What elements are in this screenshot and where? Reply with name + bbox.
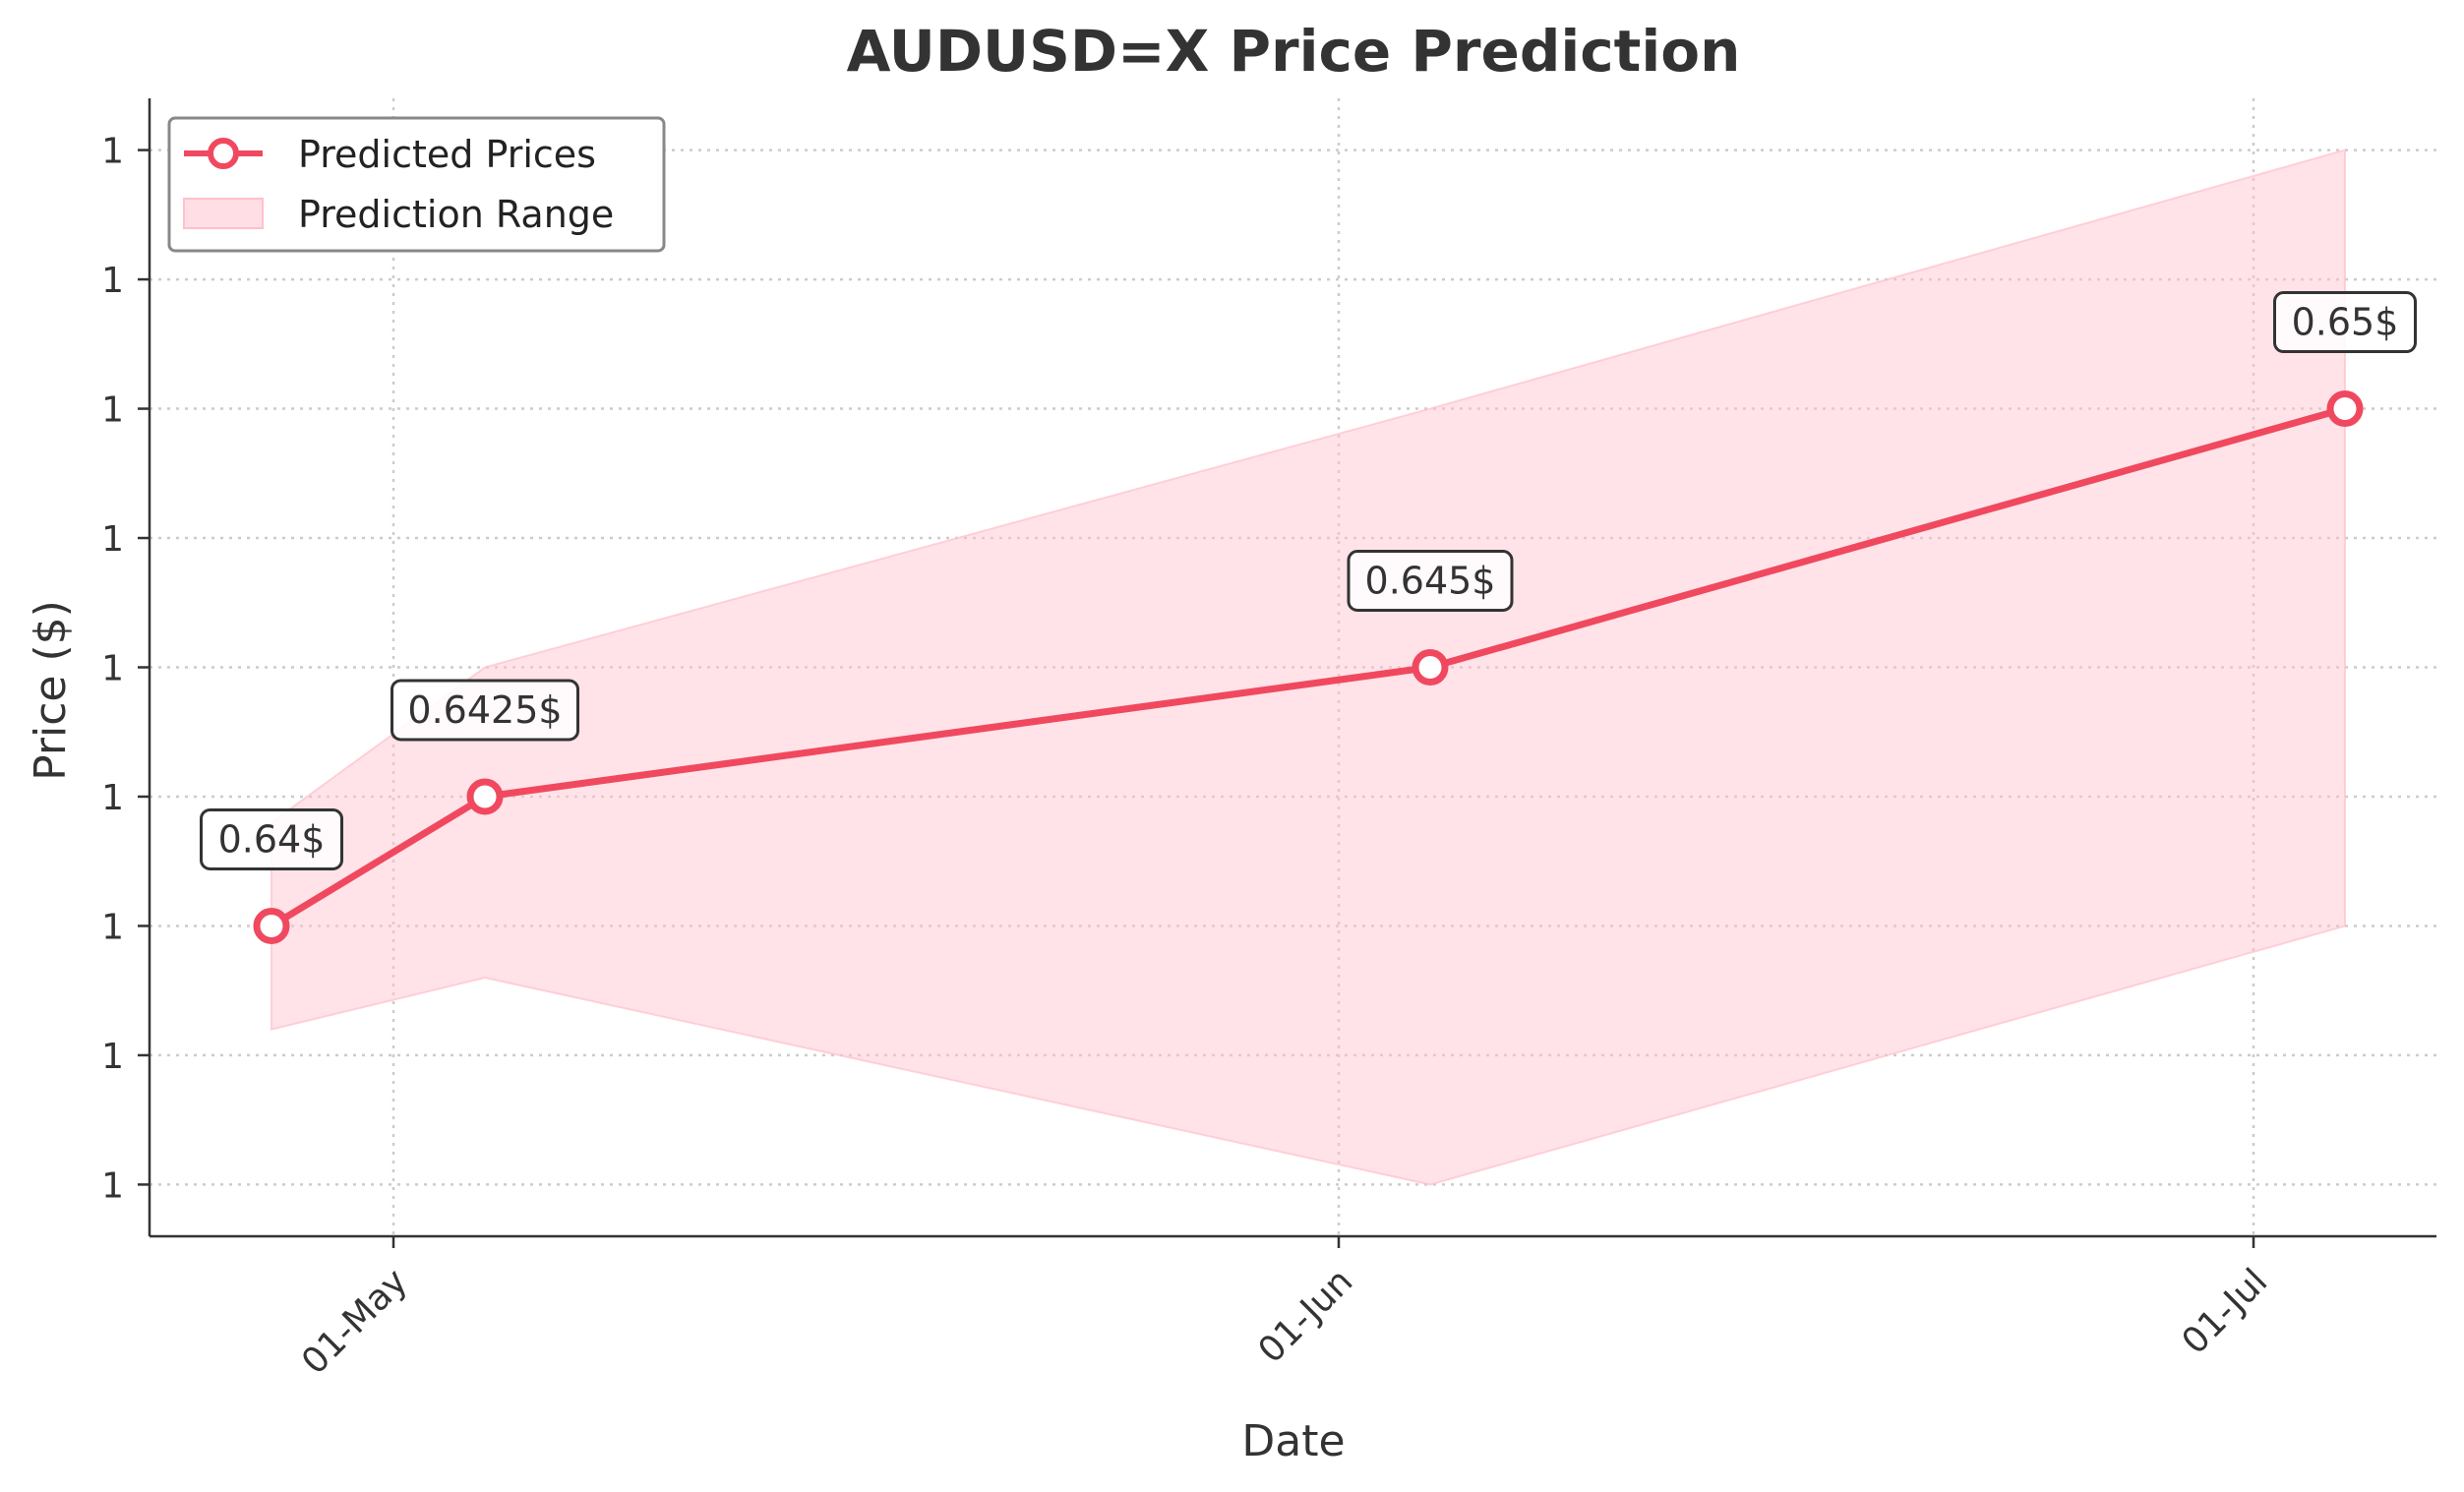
y-tick-label: 1 xyxy=(101,778,124,818)
y-tick-label: 1 xyxy=(101,132,124,172)
predicted-prices-layer xyxy=(253,390,2364,944)
predicted-price-point xyxy=(1412,649,1449,686)
y-axis-label: Price ($) xyxy=(26,600,76,781)
legend-label-prediction-range: Prediction Range xyxy=(298,193,614,236)
y-tick-label: 1 xyxy=(101,649,124,689)
x-tick-label: 01-May xyxy=(294,1261,415,1382)
chart-legend: Predicted Prices Prediction Range xyxy=(167,116,666,253)
price-annotation-label: 0.645$ xyxy=(1365,560,1496,603)
price-annotation-label: 0.65$ xyxy=(2292,301,2399,344)
legend-marker-swatch xyxy=(208,138,239,169)
predicted-prices-line xyxy=(268,405,2349,929)
annotation-layer: 0.64$ 0.6425$ 0.645$ 0.65$ xyxy=(200,291,2417,870)
predicted-price-point xyxy=(2326,390,2364,428)
price-annotation-box xyxy=(1347,550,1514,612)
x-axis-label: Date xyxy=(1241,1416,1345,1466)
prediction-range-area xyxy=(270,149,2346,1186)
price-annotation-label: 0.6425$ xyxy=(407,688,562,732)
x-tick-label: 01-Jul xyxy=(2175,1261,2276,1362)
y-tick-label: 1 xyxy=(101,1037,124,1077)
price-annotation-box xyxy=(2273,291,2417,354)
y-tick-label: 1 xyxy=(101,261,124,301)
prediction-range-layer xyxy=(270,149,2346,1186)
x-tick-label: 01-Jun xyxy=(1251,1261,1361,1371)
price-annotation-box xyxy=(200,807,343,870)
legend-frame xyxy=(167,116,666,253)
grid-layer xyxy=(150,98,2436,1236)
predicted-price-point xyxy=(466,778,504,815)
legend-label-predicted-prices: Predicted Prices xyxy=(298,133,596,176)
chart-title: AUDUSD=X Price Prediction xyxy=(847,18,1741,85)
predicted-price-point xyxy=(253,907,290,944)
legend-area-swatch xyxy=(183,198,264,229)
price-annotation-label: 0.64$ xyxy=(218,817,326,861)
y-tick-label: 1 xyxy=(101,519,124,560)
y-tick-label: 1 xyxy=(101,907,124,947)
y-tick-label: 1 xyxy=(101,390,124,431)
price-annotation-box xyxy=(391,679,579,742)
y-tick-label: 1 xyxy=(101,1165,124,1206)
